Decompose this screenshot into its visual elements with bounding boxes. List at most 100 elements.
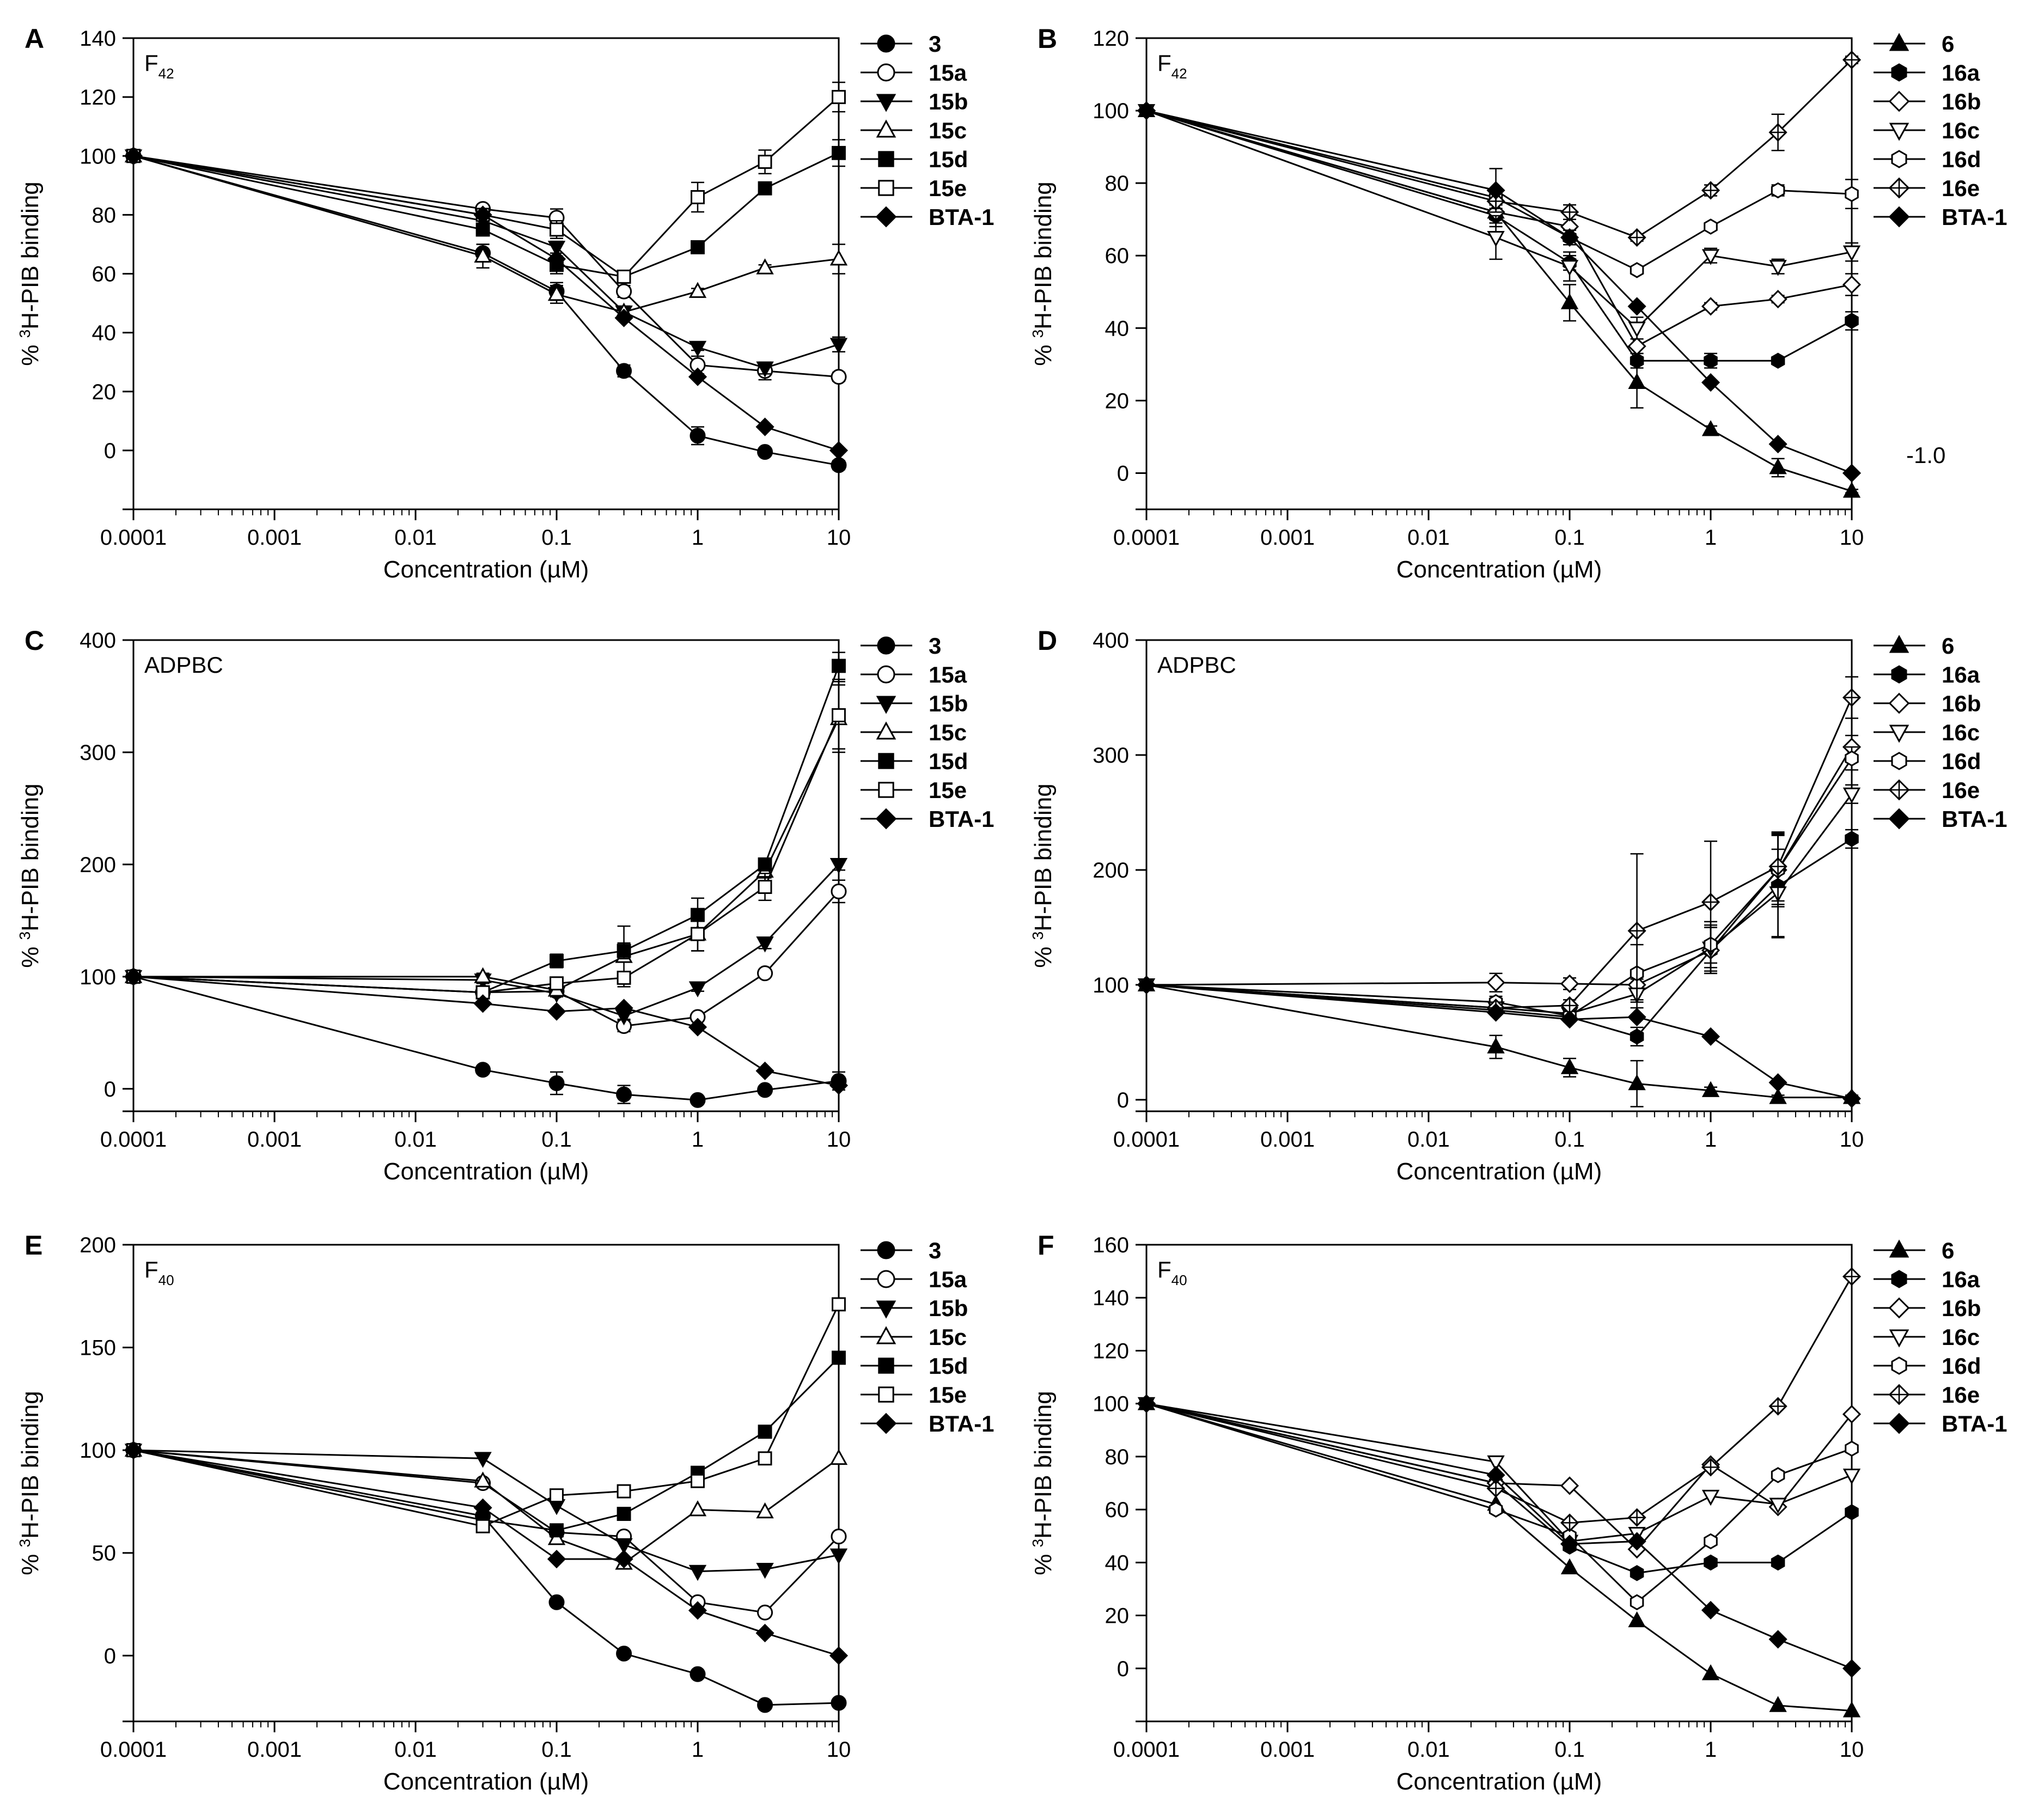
panel-e-data-point — [474, 1452, 492, 1468]
panel-d-y-tick-label: 200 — [1093, 859, 1129, 882]
panel-e-data-point — [475, 1519, 490, 1533]
panel-b-plot-frame — [1145, 37, 1853, 510]
panel-c-sample-label: ADPBC — [144, 652, 223, 678]
panel-a-data-point — [829, 249, 848, 266]
panel-e-y-tick-label: 100 — [80, 1439, 116, 1463]
panel-f-legend-label: BTA-1 — [1942, 1411, 2008, 1436]
panel-e-legend-label: 15a — [929, 1267, 967, 1292]
panel-c-legend-marker — [878, 782, 894, 798]
panel-e-legend-label: BTA-1 — [929, 1411, 994, 1436]
panel-a-legend-marker — [877, 63, 895, 82]
panel-e-legend-marker — [876, 1326, 896, 1344]
panel-b-y-title-prefix: % — [1030, 338, 1057, 366]
panel-f-y-tick-label: 80 — [1105, 1445, 1130, 1469]
panel-a-legend-item: 15b — [861, 89, 968, 114]
panel-a-legend-label: 15e — [929, 175, 967, 201]
panel-e-legend-marker — [877, 1270, 895, 1288]
panel-b-legend-marker — [1889, 123, 1909, 141]
panel-a-series-bta-1 — [124, 147, 849, 460]
panel-a-plot-frame — [132, 37, 840, 510]
panel-f-legend-item: BTA-1 — [1874, 1411, 2008, 1436]
panel-e-y-axis-title: % 3H-PIB binding — [16, 1391, 44, 1575]
panel-e-legend-label: 15d — [929, 1353, 968, 1379]
panel-e-data-point — [756, 1502, 774, 1519]
panel-a-data-point — [831, 457, 847, 473]
panel-b: 0.0001 0.001 0.01 0.1 1 10020406080100120Conc… — [1029, 23, 2008, 583]
panel-d-series-line — [1146, 746, 1853, 986]
panel-f-data-point — [1630, 1565, 1644, 1581]
panel-a-x-tick-label: 10 — [827, 526, 851, 550]
panel-d-y-axis-title: % 3H-PIB binding — [1029, 783, 1057, 967]
panel-d-legend-item: 16c — [1874, 720, 1980, 745]
panel-a-data-point — [616, 363, 632, 379]
panel-e-y-title-suffix: H-PIB binding — [17, 1391, 44, 1538]
panel-d-plot-frame — [1145, 639, 1853, 1112]
panel-e-data-point — [617, 1484, 631, 1499]
panel-f-data-point — [1845, 1440, 1859, 1457]
panel-e-data-point — [614, 1549, 633, 1569]
panel-f-data-point — [1560, 1476, 1579, 1495]
panel-e-data-point — [617, 1507, 631, 1521]
panel-f-legend-marker — [1889, 1239, 1909, 1258]
panel-e-x-tick-label: 10 — [827, 1738, 851, 1762]
panel-a-legend-item: BTA-1 — [861, 204, 994, 230]
panel-d-y-title-sup: 3 — [1029, 932, 1046, 940]
panel-f-x-tick-label: 0.01 — [1407, 1738, 1450, 1762]
panel-d-legend-marker — [1888, 692, 1910, 714]
panel-a-y-title-prefix: % — [17, 338, 44, 366]
panel-d-series-line — [1146, 697, 1853, 1009]
panel-c-data-point — [691, 927, 705, 941]
panel-a-data-point — [831, 369, 847, 385]
panel-d-data-point — [1842, 787, 1861, 804]
panel-d-data-point — [1701, 1027, 1720, 1046]
panel-b-x-tick-label: 0.0001 — [1113, 526, 1180, 550]
panel-f-series-6 — [1137, 1394, 1861, 1718]
panel-d-legend-marker — [1891, 665, 1907, 684]
panel-d-legend-marker — [1888, 808, 1910, 830]
panel-b-data-point — [1701, 181, 1720, 200]
panel-c-letter: C — [25, 625, 44, 656]
panel-e-x-tick-label: 1 — [692, 1738, 704, 1762]
panel-f-data-point — [1701, 1458, 1720, 1477]
panel-f-x-tick-label: 0.0001 — [1113, 1738, 1180, 1762]
panel-a-legend-marker — [876, 94, 896, 112]
panel-d-legend-item: 16a — [1874, 662, 1980, 687]
panel-b-y-tick-label: 40 — [1105, 316, 1130, 340]
panel-e-legend-item: 15e — [861, 1382, 967, 1408]
panel-f-data-point — [1701, 1489, 1720, 1506]
panel-d-legend-label: BTA-1 — [1942, 806, 2008, 832]
panel-c-data-point — [473, 994, 492, 1013]
panel-f-data-point — [1701, 1600, 1720, 1620]
panel-c-data-point — [475, 1062, 491, 1078]
panel-b-y-axis-title: % 3H-PIB binding — [1029, 181, 1057, 366]
panel-f-sample-sub: 40 — [1172, 1272, 1187, 1288]
panel-b-data-point — [1704, 218, 1718, 235]
panel-e-legend-marker — [876, 1300, 896, 1319]
panel-d-sample-label: ADPBC — [1157, 652, 1236, 678]
panel-f-data-point — [1845, 1504, 1859, 1520]
panel-a-y-tick-label: 120 — [80, 86, 116, 109]
panel-a-y-tick-label: 0 — [104, 439, 116, 463]
panel-c-y-tick-label: 100 — [80, 965, 116, 989]
panel-b-data-point — [1630, 262, 1644, 278]
panel-b-data-point — [1627, 337, 1646, 356]
panel-c-data-point — [756, 936, 774, 953]
panel-d-data-point — [1560, 1058, 1579, 1074]
panel-b-data-point — [1768, 123, 1787, 142]
panel-f-data-point — [1487, 1455, 1505, 1472]
panel-f-data-point — [1137, 1394, 1156, 1413]
panel-e-x-axis-title: Concentration (µM) — [383, 1768, 589, 1795]
panel-a-legend-label: 15a — [929, 60, 967, 86]
panel-f-y-axis-title: % 3H-PIB binding — [1029, 1391, 1057, 1575]
panel-f-legend-label: 16b — [1942, 1295, 1981, 1321]
panel-a-x-tick-label: 0.0001 — [100, 526, 167, 550]
panel-a-data-point — [688, 282, 707, 298]
panel-c-plot-frame — [132, 639, 840, 1112]
panel-a-data-point — [124, 147, 143, 166]
panel-f-x-tick-label: 10 — [1840, 1738, 1864, 1762]
panel-f-y-tick-label: 40 — [1105, 1551, 1130, 1575]
panel-e-data-point — [616, 1646, 632, 1662]
panel-b-series-line — [1146, 109, 1852, 474]
panel-c-series-line — [133, 715, 840, 994]
